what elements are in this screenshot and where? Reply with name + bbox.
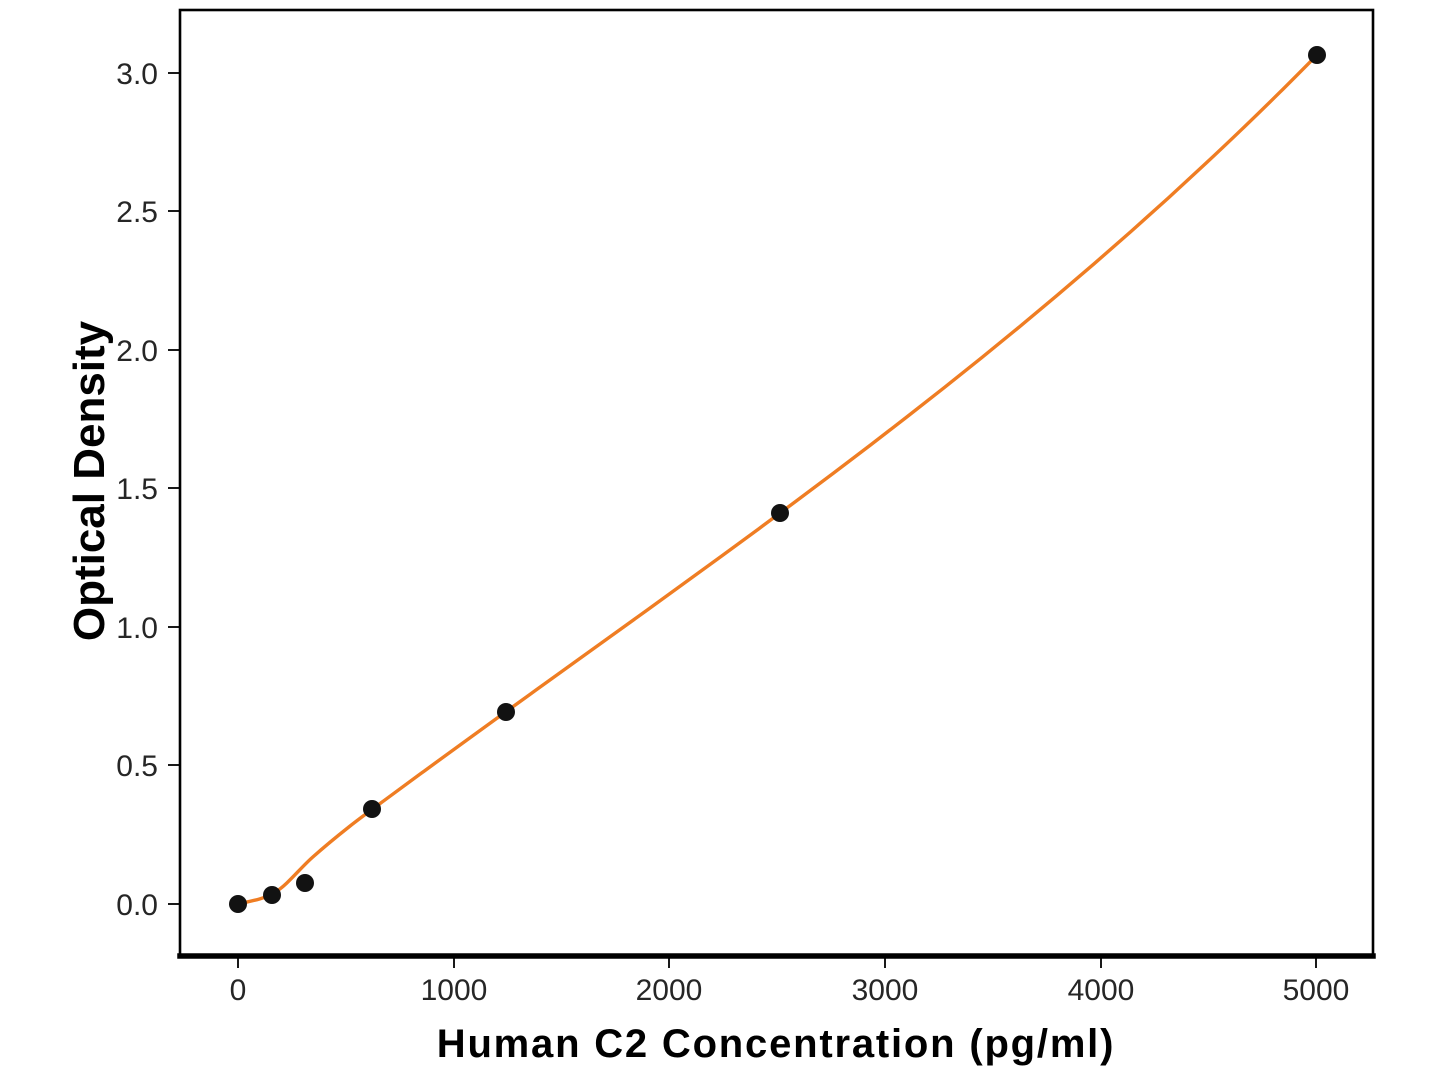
svg-text:3000: 3000: [852, 974, 919, 1007]
svg-text:Optical Density: Optical Density: [65, 320, 114, 641]
svg-text:2000: 2000: [636, 974, 703, 1007]
svg-text:4000: 4000: [1068, 974, 1135, 1007]
svg-text:2.0: 2.0: [116, 335, 158, 368]
svg-text:1000: 1000: [421, 974, 488, 1007]
svg-text:0: 0: [230, 974, 247, 1007]
svg-text:1.0: 1.0: [116, 612, 158, 645]
svg-text:1.5: 1.5: [116, 473, 158, 506]
svg-text:2.5: 2.5: [116, 196, 158, 229]
svg-text:5000: 5000: [1283, 974, 1350, 1007]
svg-text:0.5: 0.5: [116, 750, 158, 783]
svg-text:3.0: 3.0: [116, 58, 158, 91]
svg-text:Human C2 Concentration (pg/ml): Human C2 Concentration (pg/ml): [437, 1022, 1115, 1066]
svg-text:0.0: 0.0: [116, 889, 158, 922]
